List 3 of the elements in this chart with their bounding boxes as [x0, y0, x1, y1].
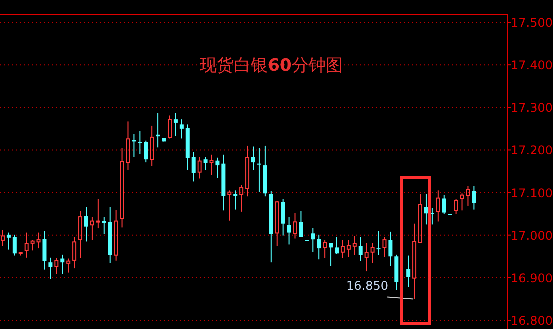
title: 现货白银60分钟图: [200, 56, 343, 76]
annotation: 16.850: [346, 279, 389, 294]
annotation: 16.850: [346, 279, 414, 300]
